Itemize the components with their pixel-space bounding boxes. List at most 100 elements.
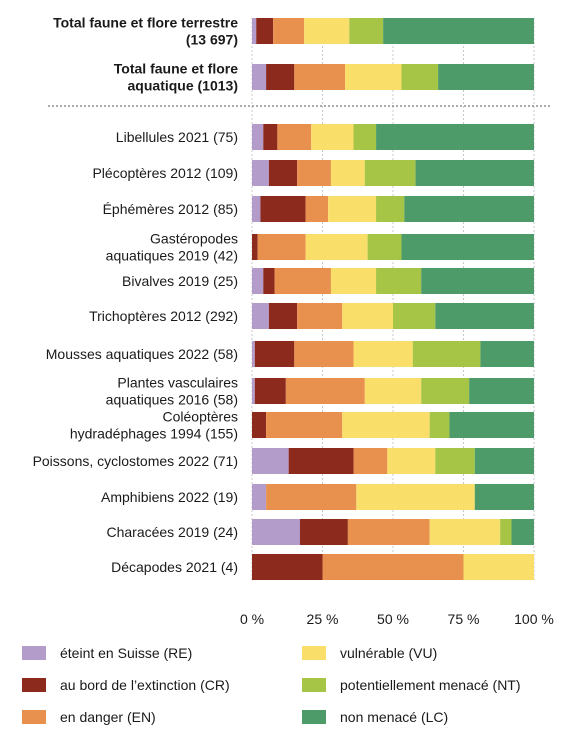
category-label: Éphémères 2012 (85) — [103, 201, 238, 217]
category-label: Total faune et flore terrestre (13 697) — [53, 15, 238, 48]
bar-segment — [376, 124, 534, 150]
bar-segment — [263, 268, 275, 294]
bar-segment — [252, 196, 261, 222]
bar-segment — [367, 234, 402, 260]
bar-segment — [345, 64, 402, 90]
x-tick-label: 50 % — [377, 611, 409, 627]
bar-segment — [438, 64, 534, 90]
bar-segment — [393, 303, 436, 329]
bar-segment — [297, 160, 331, 186]
legend-item: éteint en Suisse (RE) — [22, 645, 192, 661]
bar-segment — [299, 519, 348, 545]
bar-segment — [435, 448, 475, 474]
bar-segment — [252, 303, 269, 329]
bar-segment — [252, 519, 300, 545]
bar-segment — [404, 196, 534, 222]
bar-segment — [288, 448, 354, 474]
category-label: Libellules 2021 (75) — [116, 129, 238, 145]
category-label: Plantes vasculaires aquatiques 2016 (58) — [106, 375, 238, 408]
bar-segment — [376, 196, 405, 222]
category-label: Plécoptères 2012 (109) — [92, 165, 238, 181]
bar-segment — [257, 234, 306, 260]
bar-segment — [342, 303, 393, 329]
x-tick-labels: 0 % 25 % 50 % 75 % 100 % — [240, 611, 554, 627]
bar-segment — [421, 378, 470, 404]
category-label: Amphibiens 2022 (19) — [101, 489, 238, 505]
bar-segment — [322, 554, 464, 580]
legend-swatch — [302, 678, 326, 692]
bar-segment — [294, 341, 354, 367]
bar-segment — [311, 124, 354, 150]
bar-segment — [252, 160, 269, 186]
bar-segment — [266, 484, 357, 510]
bar-segment — [263, 124, 278, 150]
bars — [252, 18, 534, 580]
bar-segment — [252, 448, 289, 474]
bar-segment — [376, 268, 422, 294]
bar-segment — [435, 303, 534, 329]
legend-label: vulnérable (VU) — [340, 645, 438, 661]
bar-segment — [353, 341, 413, 367]
bar-segment — [500, 519, 512, 545]
x-tick-label: 100 % — [514, 611, 554, 627]
stacked-bar-chart: Total faune et flore terrestre (13 697) To… — [33, 15, 554, 628]
bar-segment — [463, 554, 534, 580]
bar-segment — [252, 18, 257, 44]
bar-segment — [256, 18, 274, 44]
bar-segment — [252, 412, 267, 438]
bar-segment — [511, 519, 534, 545]
bar-segment — [469, 378, 534, 404]
bar-segment — [415, 160, 534, 186]
bar-segment — [252, 234, 258, 260]
bar-segment — [364, 378, 422, 404]
bar-segment — [449, 412, 534, 438]
bar-segment — [252, 554, 323, 580]
bar-segment — [383, 18, 534, 44]
bar-segment — [328, 196, 377, 222]
bar-segment — [480, 341, 534, 367]
category-label: Bivalves 2019 (25) — [122, 273, 238, 289]
category-label: Total faune et flore aquatique (1013) — [114, 61, 238, 94]
category-label: Trichoptères 2012 (292) — [89, 308, 238, 324]
legend-swatch — [22, 710, 46, 724]
category-labels: Total faune et flore terrestre (13 697) To… — [33, 15, 239, 576]
bar-segment — [429, 519, 501, 545]
category-label: Gastéropodes aquatiques 2019 (42) — [106, 231, 238, 264]
legend-item: vulnérable (VU) — [302, 645, 437, 661]
bar-segment — [387, 448, 436, 474]
category-label: Mousses aquatiques 2022 (58) — [46, 346, 238, 362]
bar-segment — [252, 341, 255, 367]
x-tick-label: 25 % — [307, 611, 339, 627]
legend-label: éteint en Suisse (RE) — [60, 645, 193, 661]
category-label: Poissons, cyclostomes 2022 (71) — [33, 453, 238, 469]
legend-swatch — [302, 710, 326, 724]
bar-segment — [252, 484, 267, 510]
bar-segment — [305, 196, 329, 222]
bar-segment — [353, 124, 377, 150]
bar-segment — [266, 412, 343, 438]
bar-segment — [349, 18, 384, 44]
bar-segment — [364, 160, 416, 186]
bar-segment — [252, 124, 264, 150]
category-label: Coléoptères hydradéphages 1994 (155) — [70, 409, 238, 442]
bar-segment — [297, 303, 343, 329]
bar-segment — [273, 18, 305, 44]
bar-segment — [421, 268, 534, 294]
bar-segment — [277, 124, 312, 150]
bar-segment — [252, 268, 264, 294]
bar-segment — [304, 18, 350, 44]
legend-item: en danger (EN) — [22, 709, 156, 725]
bar-segment — [353, 448, 388, 474]
bar-segment — [356, 484, 475, 510]
category-label: Décapodes 2021 (4) — [111, 559, 238, 575]
bar-segment — [429, 412, 450, 438]
bar-segment — [474, 448, 534, 474]
category-label: Characées 2019 (24) — [106, 524, 238, 540]
bar-segment — [266, 64, 295, 90]
bar-segment — [347, 519, 430, 545]
bar-segment — [252, 64, 267, 90]
legend-item: au bord de l’extinction (CR) — [22, 677, 230, 693]
bar-segment — [294, 64, 346, 90]
bar-segment — [474, 484, 534, 510]
x-tick-label: 0 % — [240, 611, 264, 627]
